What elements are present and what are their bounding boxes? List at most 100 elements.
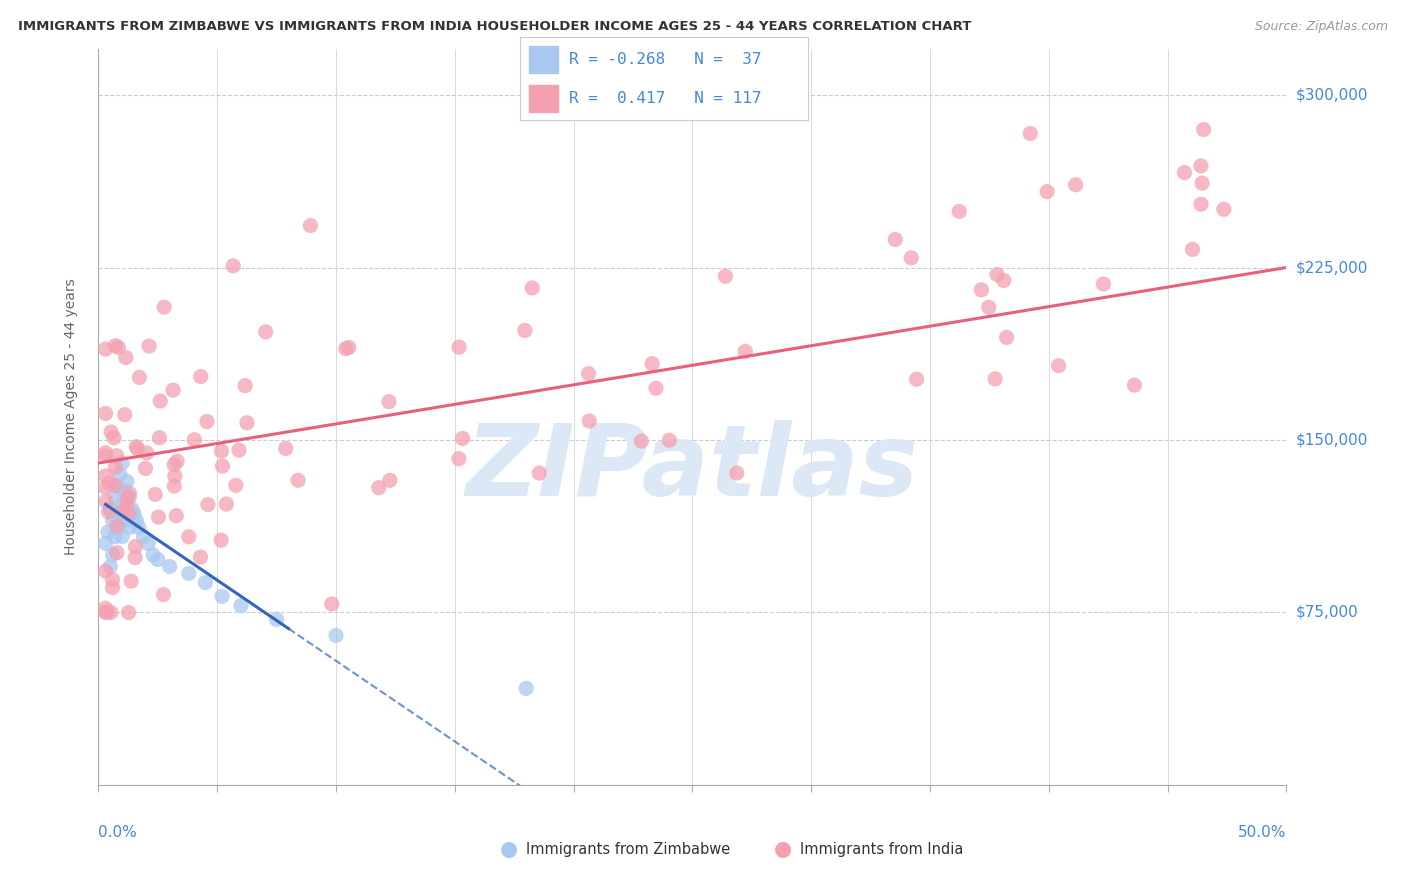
FancyBboxPatch shape [529, 85, 558, 112]
Point [112, 503, 135, 517]
Point [94, 449, 117, 463]
Point [111, 497, 134, 511]
Point [166, 454, 188, 468]
Point [984, 372, 1007, 386]
Point [266, 612, 288, 626]
Point [1212, 202, 1234, 217]
Point [143, 487, 166, 501]
Point [1064, 178, 1087, 192]
Point [98, 476, 121, 491]
Point [986, 268, 1008, 282]
Point [111, 530, 134, 544]
Point [645, 381, 668, 395]
Point [107, 340, 129, 354]
Point [94, 407, 117, 421]
Point [125, 514, 148, 528]
Point [97, 524, 120, 539]
Point [451, 431, 474, 445]
Text: R =  0.417   N = 117: R = 0.417 N = 117 [569, 90, 762, 105]
Point [215, 497, 238, 511]
Point [1047, 359, 1070, 373]
Point [229, 599, 252, 613]
Text: IMMIGRANTS FROM ZIMBABWE VS IMMIGRANTS FROM INDIA HOUSEHOLDER INCOME AGES 25 - 4: IMMIGRANTS FROM ZIMBABWE VS IMMIGRANTS F… [18, 20, 972, 33]
Point [105, 519, 128, 533]
Point [108, 467, 131, 482]
Point [211, 590, 233, 604]
Point [1191, 176, 1213, 190]
Point [1181, 243, 1204, 257]
Text: ZIPatlas: ZIPatlas [465, 420, 920, 517]
Y-axis label: Householder Income Ages 25 - 44 years: Householder Income Ages 25 - 44 years [63, 278, 77, 556]
Point [1092, 277, 1115, 291]
Point [159, 559, 181, 574]
Point [125, 440, 148, 454]
Point [148, 510, 170, 524]
Point [134, 461, 156, 475]
Point [1173, 165, 1195, 179]
Point [884, 233, 907, 247]
Point [94, 446, 117, 460]
Point [177, 530, 200, 544]
Point [190, 550, 212, 565]
Point [101, 573, 124, 587]
Point [120, 574, 142, 589]
Text: $225,000: $225,000 [1296, 260, 1368, 275]
Point [94, 342, 117, 356]
Point [105, 449, 128, 463]
Point [115, 499, 138, 513]
Point [100, 425, 122, 439]
Text: $300,000: $300,000 [1296, 87, 1368, 103]
Point [233, 378, 256, 392]
Point [948, 204, 970, 219]
Point [121, 502, 143, 516]
Point [124, 540, 146, 554]
Point [658, 434, 681, 448]
Point [299, 219, 322, 233]
Point [447, 340, 470, 354]
Text: ●: ● [775, 839, 792, 859]
Point [105, 546, 128, 560]
Point [197, 498, 219, 512]
Point [104, 339, 127, 353]
Text: $75,000: $75,000 [1296, 605, 1358, 620]
Point [183, 433, 205, 447]
Point [367, 481, 389, 495]
Point [163, 479, 186, 493]
Text: Immigrants from India: Immigrants from India [800, 842, 963, 856]
Point [211, 459, 233, 474]
Point [1019, 127, 1042, 141]
Text: 0.0%: 0.0% [98, 825, 138, 840]
Point [101, 514, 124, 528]
Point [146, 552, 169, 566]
Point [149, 394, 172, 409]
Point [222, 259, 245, 273]
Point [195, 415, 218, 429]
Point [211, 444, 233, 458]
Point [209, 533, 232, 548]
Point [114, 514, 136, 528]
Point [153, 300, 176, 314]
Point [142, 548, 165, 562]
Point [115, 507, 138, 521]
Point [1123, 378, 1146, 392]
Point [122, 507, 145, 521]
Point [118, 491, 141, 505]
Point [287, 473, 309, 487]
Point [132, 530, 155, 544]
Point [104, 478, 127, 492]
Text: ●: ● [501, 839, 517, 859]
Point [905, 372, 928, 386]
Point [94, 564, 117, 578]
Point [96, 605, 118, 619]
Point [94, 469, 117, 483]
Point [725, 466, 748, 480]
Point [103, 431, 125, 445]
Point [177, 566, 200, 581]
Point [977, 300, 1000, 314]
Point [138, 339, 160, 353]
Point [335, 342, 357, 356]
Point [447, 451, 470, 466]
Point [995, 330, 1018, 344]
Text: $150,000: $150,000 [1296, 433, 1368, 448]
Point [101, 581, 124, 595]
